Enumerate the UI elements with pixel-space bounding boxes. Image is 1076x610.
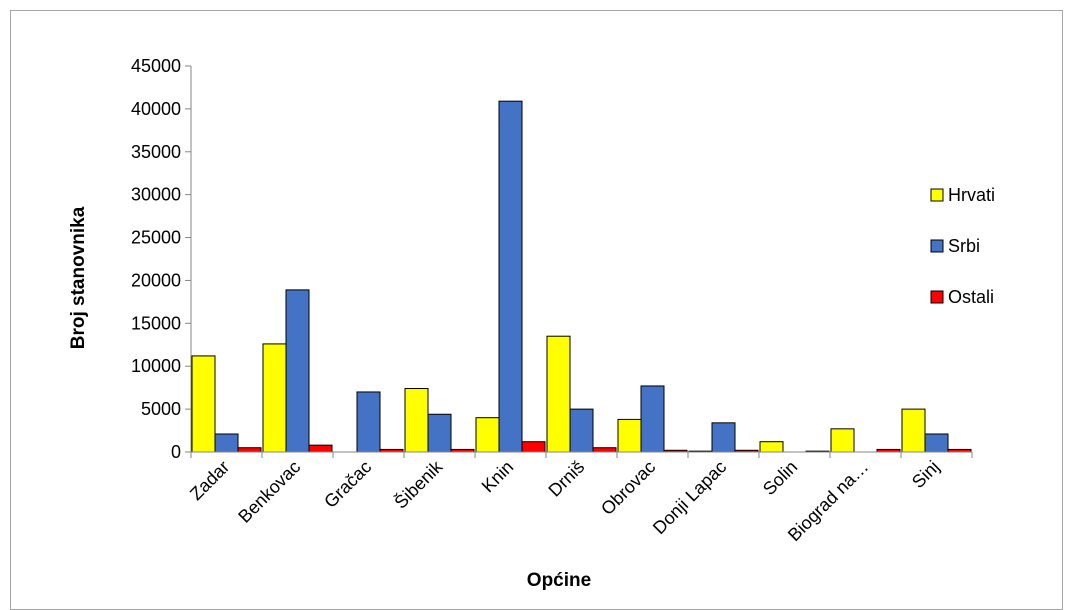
bar-hrvati-10	[830, 428, 855, 453]
legend-label-hrvati: Hrvati	[948, 185, 995, 205]
bar-hrvati-6	[546, 335, 571, 453]
x-category-label: Gračac	[320, 457, 375, 512]
legend: Hrvati Srbi Ostali	[930, 185, 995, 307]
y-tick-label: 30000	[131, 185, 181, 205]
x-category-label: Obrovac	[597, 457, 659, 519]
bar-ostali-5	[521, 441, 546, 453]
y-tick-label: 0	[171, 442, 181, 462]
legend-label-ostali: Ostali	[948, 287, 994, 307]
bar-srbi-8	[711, 422, 736, 453]
x-category-label: Sinj	[908, 457, 943, 492]
y-tick-label: 35000	[131, 142, 181, 162]
legend-swatch-ostali	[930, 290, 944, 304]
y-tick-label: 25000	[131, 228, 181, 248]
bar-hrvati-7	[617, 418, 642, 453]
x-axis: Zadar Benkovac Gračac Šibenik Knin Drniš Obrov…	[186, 451, 973, 545]
x-category-label: Drniš	[544, 457, 588, 501]
bar-hrvati-9	[759, 441, 784, 453]
x-category-label: Solin	[759, 457, 801, 499]
bar-hrvati-5	[475, 417, 500, 453]
y-axis-title: Broj stanovnika	[68, 206, 89, 349]
bar-hrvati-11	[901, 408, 926, 453]
x-category-label: Šibenik	[390, 455, 447, 512]
x-category-label: Benkovac	[234, 457, 304, 527]
x-category-label: Zadar	[186, 457, 233, 504]
legend-label-srbi: Srbi	[948, 236, 980, 256]
x-category-label: Donji Lapac	[649, 457, 730, 538]
y-tick-label: 45000	[131, 56, 181, 76]
bar-hrvati-2	[262, 343, 287, 453]
bar-srbi-7	[640, 385, 665, 453]
y-axis: 0 5000 10000 15000 20000 25000 30000 35000 40000…	[131, 56, 192, 462]
bar-ostali-1	[237, 447, 262, 453]
y-tick-label: 15000	[131, 313, 181, 333]
y-tick-label: 40000	[131, 99, 181, 119]
bar-ostali-6	[592, 447, 617, 453]
bars-group	[191, 100, 972, 453]
bar-hrvati-1	[191, 355, 216, 453]
bar-srbi-2	[285, 289, 310, 453]
y-tick-label: 20000	[131, 270, 181, 290]
y-tick-label: 5000	[141, 399, 181, 419]
bar-ostali-2	[308, 444, 333, 453]
bar-srbi-1	[214, 433, 239, 453]
bar-srbi-3	[356, 391, 381, 453]
bar-srbi-5	[498, 100, 523, 453]
bar-srbi-11	[924, 433, 949, 453]
chart-frame	[10, 10, 1063, 610]
bar-srbi-6	[569, 408, 594, 453]
bar-srbi-4	[427, 413, 452, 453]
y-tick-label: 10000	[131, 356, 181, 376]
bar-hrvati-4	[404, 388, 429, 453]
legend-swatch-hrvati	[930, 188, 944, 202]
x-category-label: Knin	[478, 457, 518, 497]
legend-swatch-srbi	[930, 239, 944, 253]
x-axis-title: Općine	[527, 570, 591, 591]
